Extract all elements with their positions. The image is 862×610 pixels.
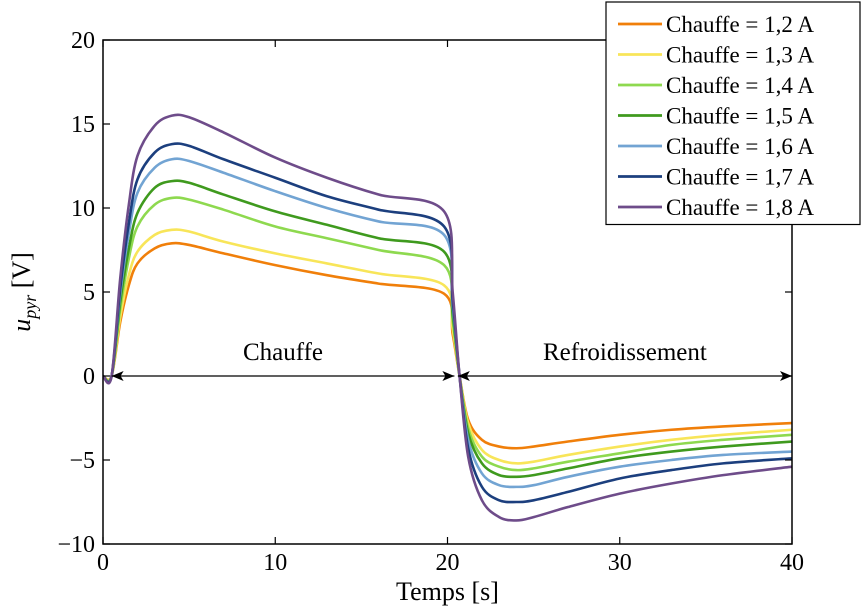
y-tick-label: 15 [71,112,95,138]
legend-label-1: Chauffe = 1,2 A [666,12,814,37]
y-tick-label: 20 [71,28,95,54]
series-line-6 [101,142,793,504]
legend-label-4: Chauffe = 1,5 A [666,104,814,129]
y-axis-label-main: u [7,319,36,332]
y-axis-label-unit: [V] [7,252,36,295]
y-tick-label: −5 [69,448,95,474]
y-tick-label: 0 [83,364,95,390]
series-line-1 [102,241,793,450]
y-tick-label: −10 [57,532,95,558]
annotation-arrowhead-left-1 [111,371,124,381]
y-axis-label: upyr [V] [7,252,40,332]
annotation-layer: Chauffe Refroidissement [111,339,792,381]
x-tick-label: 0 [97,550,109,576]
legend-label-2: Chauffe = 1,3 A [666,43,814,68]
annotation-label-2: Refroidissement [543,339,707,366]
series-line-3 [102,196,793,472]
legend-label-3: Chauffe = 1,4 A [666,73,814,98]
ticks-layer: 0 10 20 30 40 −10 −5 0 5 10 15 20 [57,28,804,576]
x-tick-label: 30 [608,550,632,576]
legend-label-6: Chauffe = 1,7 A [666,165,814,190]
annotation-label-1: Chauffe [243,339,323,366]
annotation-arrowhead-right-1 [442,371,455,381]
legend-label-5: Chauffe = 1,6 A [666,134,814,159]
series-line-2 [102,228,793,465]
y-axis-label-sub: pyr [20,294,40,321]
series-line-4 [101,179,793,479]
y-tick-label: 10 [71,196,95,222]
x-tick-label: 10 [263,550,287,576]
x-axis-label: Temps [s] [396,577,499,606]
x-tick-label: 20 [436,550,460,576]
series-line-7 [101,113,793,522]
x-tick-label: 40 [780,550,804,576]
legend: Chauffe = 1,2 A Chauffe = 1,3 A Chauffe = … [605,1,861,226]
annotation-arrowhead-left-2 [457,371,470,381]
series-line-5 [101,157,793,489]
y-tick-label: 5 [83,280,95,306]
legend-box [605,1,861,226]
annotation-arrowhead-right-2 [780,371,792,381]
legend-label-7: Chauffe = 1,8 A [666,195,814,220]
series-layer [101,113,793,522]
